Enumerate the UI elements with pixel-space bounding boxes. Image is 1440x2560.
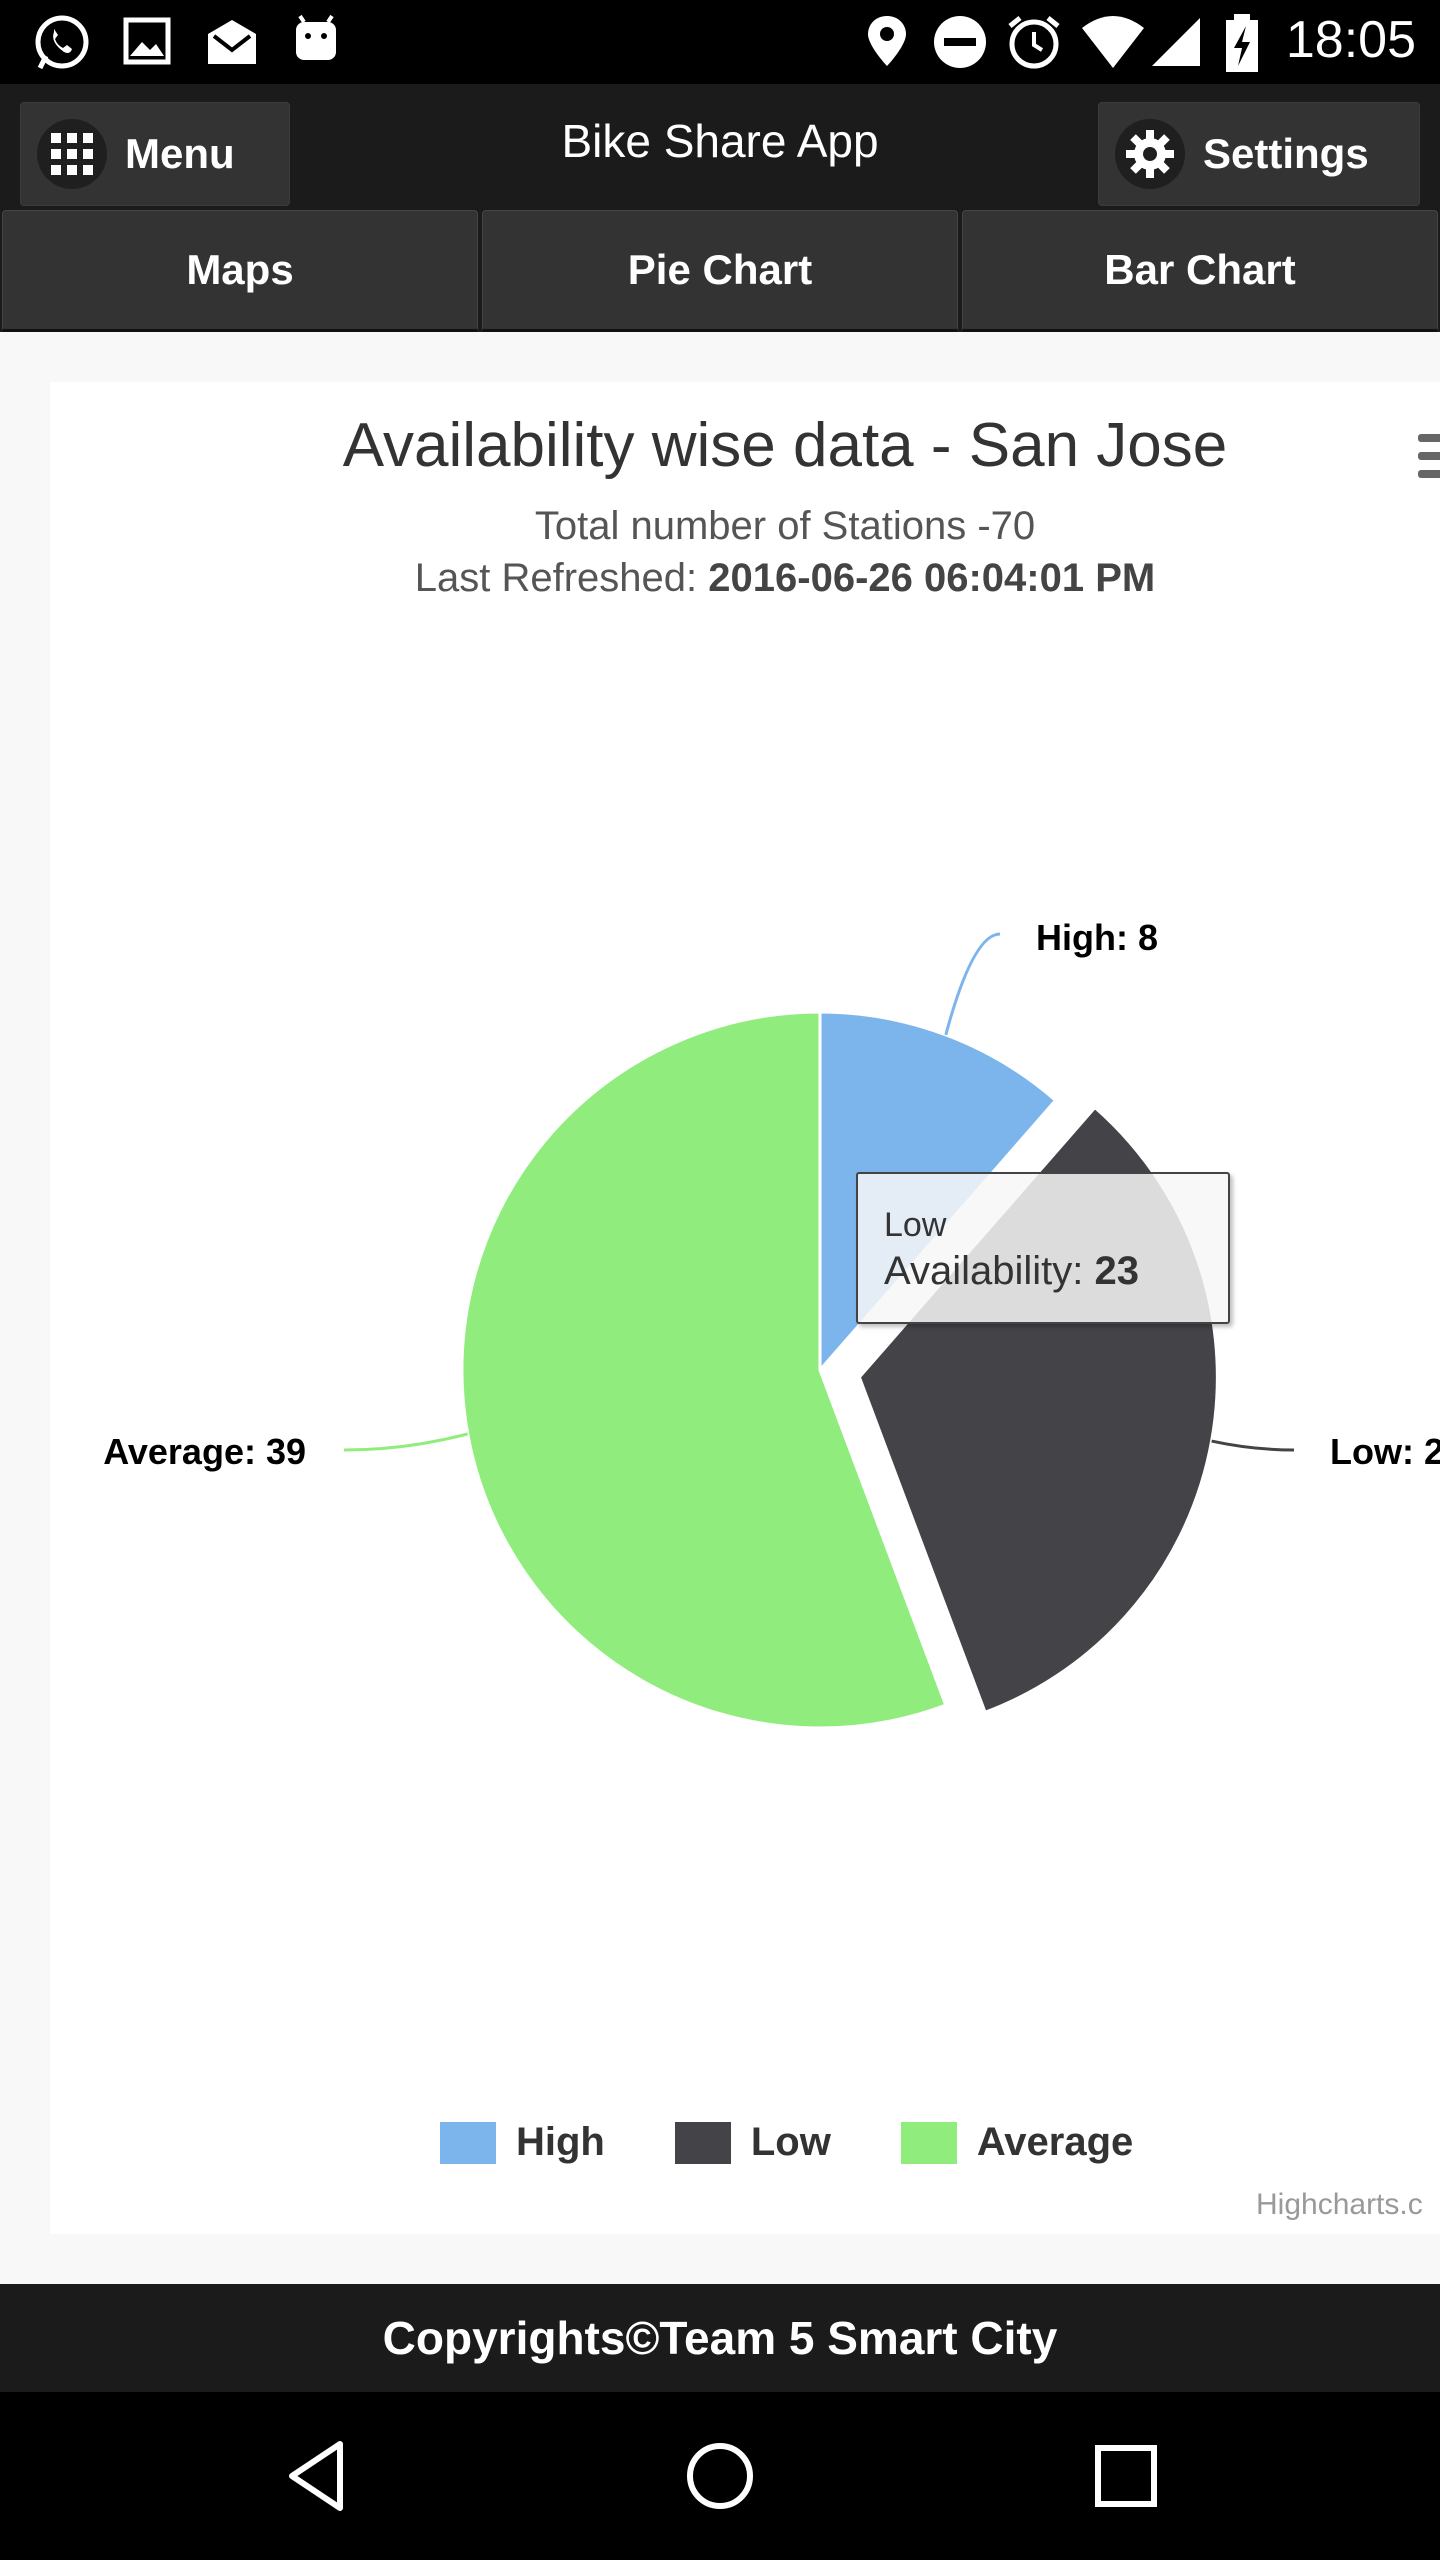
mail-icon — [208, 20, 256, 64]
signal-icon — [1152, 18, 1200, 66]
legend-label-high: High — [516, 2120, 605, 2164]
tooltip-value-line: Availability: 23 — [884, 1249, 1202, 1294]
menu-button[interactable]: Menu — [20, 102, 290, 206]
chart-context-menu-icon[interactable] — [1410, 430, 1440, 486]
data-label-connector-low — [1211, 1439, 1295, 1452]
tooltip-series-name: Low — [884, 1206, 947, 1244]
whatsapp-icon — [35, 15, 89, 70]
legend-swatch-low — [674, 2121, 731, 2164]
app-title: Bike Share App — [561, 115, 879, 167]
legend-item-high[interactable]: High — [440, 2120, 605, 2165]
alarm-icon — [1008, 16, 1060, 69]
back-icon[interactable] — [278, 2436, 358, 2516]
legend-label-average: Average — [976, 2120, 1134, 2164]
dnd-icon — [934, 16, 986, 68]
pie-chart: High: 8 Low: 2 Average: 39 — [103, 917, 1440, 1730]
android-icon — [296, 14, 336, 60]
data-label-high: High: 8 — [1036, 917, 1158, 958]
legend-swatch-high — [440, 2121, 496, 2164]
legend-swatch-average — [900, 2121, 957, 2164]
footer: Copyrights©Team 5 Smart City — [0, 2284, 1440, 2392]
data-label-average: Average: 39 — [103, 1431, 306, 1472]
settings-label: Settings — [1203, 130, 1369, 177]
tab-bar-chart[interactable]: Bar Chart — [962, 210, 1438, 332]
wifi-icon — [1082, 16, 1144, 68]
chart-legend: High Low Average — [440, 2120, 1203, 2165]
location-icon — [868, 16, 906, 66]
clock: 18:05 — [1285, 11, 1416, 69]
navigation-bar — [0, 2392, 1440, 2560]
legend-item-low[interactable]: Low — [674, 2120, 831, 2165]
data-label-low: Low: 2 — [1330, 1431, 1440, 1472]
chart-subtitle: Total number of Stations -70 Last Refres… — [50, 500, 1440, 604]
grid-icon — [37, 119, 107, 189]
tooltip-label: Availability: — [884, 1249, 1095, 1293]
data-label-connector-high — [944, 932, 1001, 1036]
data-label-connector-average — [343, 1432, 469, 1452]
chart-credits[interactable]: Highcharts.c — [1256, 2188, 1423, 2221]
tab-bar: Maps Pie Chart Bar Chart — [0, 210, 1440, 332]
tab-maps[interactable]: Maps — [2, 210, 478, 332]
tab-pie-chart[interactable]: Pie Chart — [482, 210, 958, 332]
settings-button[interactable]: Settings — [1098, 102, 1420, 206]
gallery-icon — [123, 17, 171, 65]
home-icon[interactable] — [680, 2436, 760, 2516]
stations-count: Total number of Stations -70 — [534, 504, 1036, 548]
chart-tooltip: Low Availability: 23 — [856, 1172, 1230, 1324]
tooltip-value: 23 — [1094, 1249, 1139, 1293]
battery-charging-icon — [1226, 14, 1258, 72]
chart-title: Availability wise data - San Jose — [342, 411, 1228, 480]
last-refreshed-value: 2016-06-26 06:04:01 PM — [708, 556, 1156, 600]
chart-container: Availability wise data - San Jose Total … — [50, 382, 1440, 2234]
status-bar: 18:05 — [0, 0, 1440, 84]
last-refreshed-label: Last Refreshed: — [414, 556, 709, 600]
recents-icon[interactable] — [1086, 2436, 1166, 2516]
last-refreshed: Last Refreshed: 2016-06-26 06:04:01 PM — [50, 552, 1440, 604]
menu-label: Menu — [125, 130, 235, 177]
legend-label-low: Low — [750, 2120, 831, 2164]
app-header: Menu Bike Share App Settings — [0, 84, 1440, 210]
gear-icon — [1115, 119, 1185, 189]
legend-item-average[interactable]: Average — [900, 2120, 1134, 2165]
